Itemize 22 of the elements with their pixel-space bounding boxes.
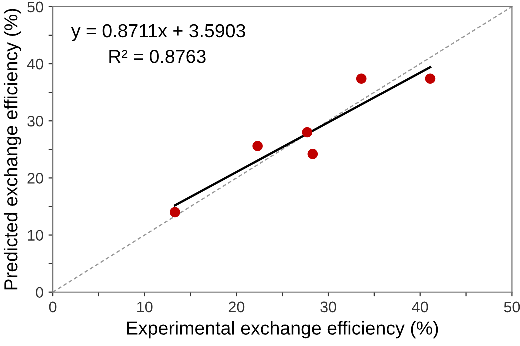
x-tick-label: 20 bbox=[228, 302, 245, 313]
x-tick-label: 30 bbox=[320, 302, 336, 313]
annotation: R² = 0.8763 bbox=[110, 50, 206, 64]
x-axis-title: Experimental exchange efficiency (%) bbox=[127, 321, 438, 339]
annotation: y = 0.8711x + 3.5903 bbox=[71, 24, 246, 42]
point bbox=[356, 74, 367, 84]
x-tick-label: 0 bbox=[49, 302, 57, 313]
point bbox=[302, 127, 313, 138]
y-tick-label: 20 bbox=[28, 173, 44, 184]
y-tick-label: 50 bbox=[28, 2, 44, 13]
point bbox=[252, 141, 263, 152]
y-tick-label: 10 bbox=[28, 230, 44, 241]
x-tick-label: 10 bbox=[138, 302, 153, 313]
y-tick-label: 0 bbox=[36, 287, 44, 298]
point bbox=[425, 74, 436, 84]
y-tick-label: 40 bbox=[27, 58, 44, 70]
x-tick-label: 40 bbox=[412, 302, 428, 313]
y-tick-label: 30 bbox=[28, 116, 44, 127]
x-tick-label: 50 bbox=[504, 302, 520, 313]
point bbox=[170, 207, 180, 218]
y-axis-title: Predicted exchange efficiency (%) bbox=[4, 9, 22, 290]
point bbox=[308, 149, 318, 160]
